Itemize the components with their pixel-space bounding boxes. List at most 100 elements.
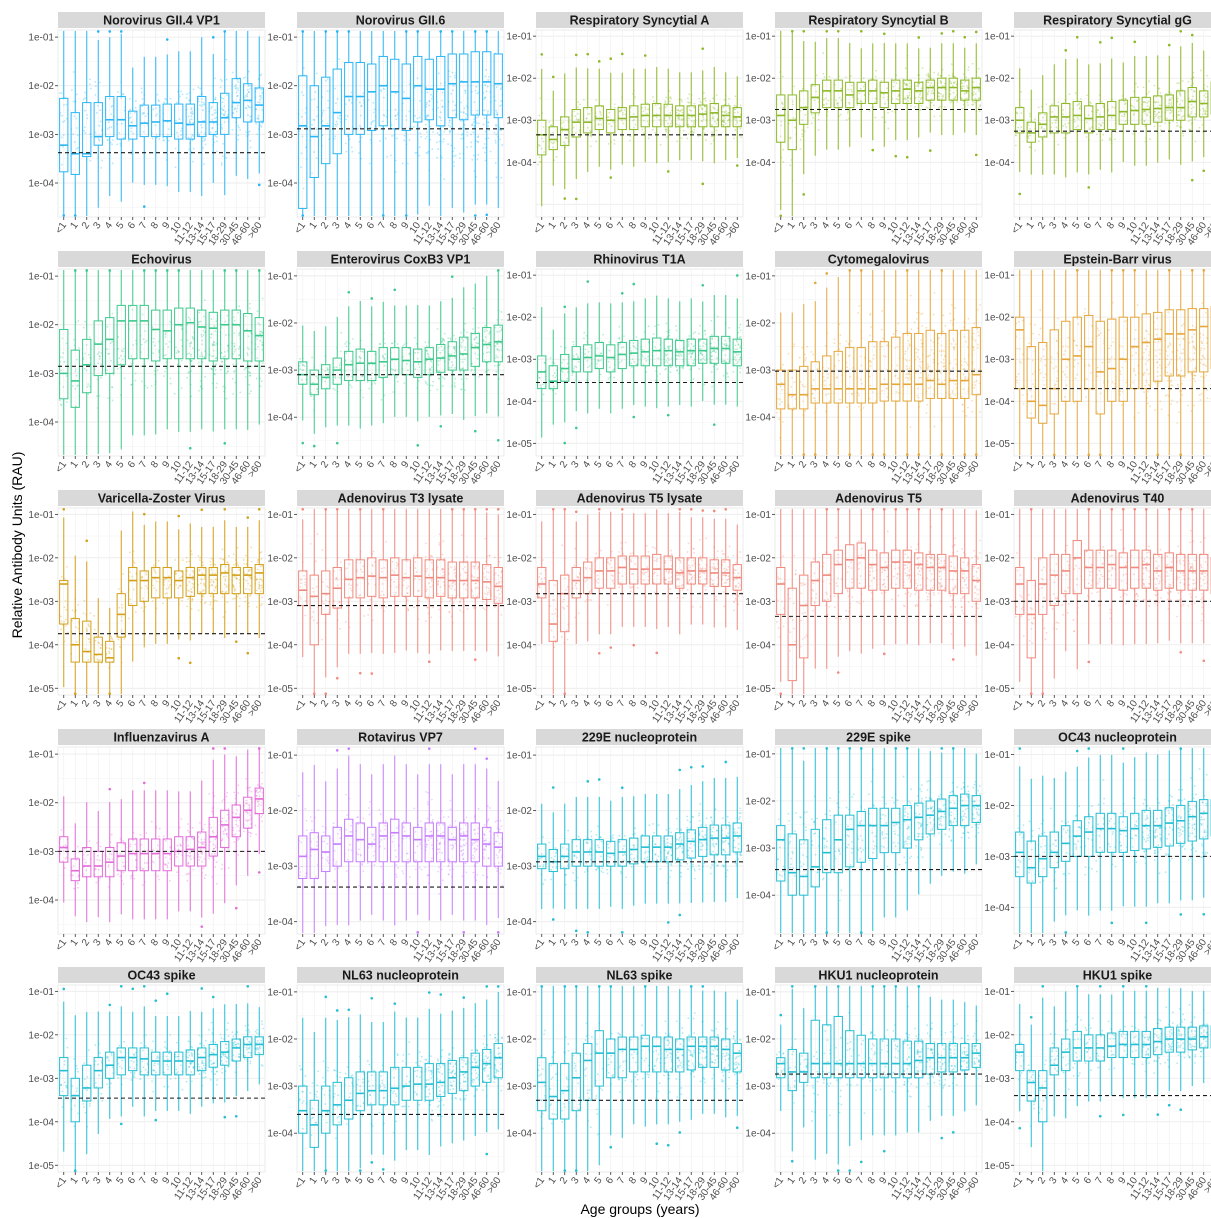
jitter-point [484,324,486,327]
outlier-point [574,197,578,201]
jitter-point [201,354,204,357]
jitter-point [405,119,408,121]
jitter-point [1027,134,1030,137]
jitter-point [128,97,131,100]
jitter-point [974,97,977,100]
jitter-point [612,358,615,360]
jitter-point [420,135,423,138]
jitter-point [1169,92,1172,95]
jitter-point [709,100,712,103]
jitter-point [590,135,593,138]
jitter-point [441,376,444,379]
jitter-point [881,116,884,119]
jitter-point [235,91,238,94]
panel-title: Norovirus GII.4 VP1 [103,14,220,28]
jitter-point [188,100,191,102]
jitter-point [735,354,738,356]
plot-area [774,29,983,218]
jitter-point [88,385,91,388]
jitter-point [311,356,313,359]
jitter-point [122,137,125,139]
jitter-point [86,114,88,116]
jitter-point [257,118,260,121]
jitter-point [164,354,167,356]
jitter-point [496,330,498,333]
jitter-point [344,103,347,106]
jitter-point [300,166,302,169]
jitter-point [179,95,181,98]
jitter-point [418,366,421,368]
jitter-point [442,138,445,141]
x-tick-label: >60 [724,220,743,241]
jitter-point [311,172,313,175]
jitter-point [202,137,205,139]
jitter-point [339,350,342,353]
jitter-point [121,358,124,361]
outlier-point [177,269,181,272]
jitter-point [72,71,75,73]
jitter-point [214,96,217,99]
jitter-point [715,364,718,366]
jitter-point [858,92,861,95]
jitter-point [781,388,783,391]
jitter-point [383,358,386,361]
jitter-point [654,325,656,328]
jitter-point [211,113,214,116]
jitter-point [448,119,451,122]
x-tick-label: <1 [54,220,70,236]
jitter-point [157,99,160,102]
jitter-point [474,352,477,355]
jitter-point [351,150,354,153]
jitter-point [647,325,650,328]
jitter-point [414,152,417,154]
jitter-point [666,353,669,356]
jitter-point [249,84,252,87]
jitter-point [101,159,104,162]
jitter-point [98,124,101,127]
jitter-point [129,112,132,115]
jitter-point [382,87,385,90]
jitter-point [710,370,713,373]
jitter-point [188,148,191,151]
jitter-point [395,118,398,121]
jitter-point [189,111,192,114]
iqr-box [59,97,69,173]
jitter-point [189,345,192,347]
jitter-point [151,137,154,140]
jitter-point [248,371,251,374]
jitter-point [1170,111,1173,114]
jitter-point [495,86,498,89]
jitter-point [461,132,464,135]
jitter-point [693,102,696,105]
jitter-point [930,101,933,104]
outlier-point [142,205,146,208]
jitter-point [226,370,229,373]
jitter-point [454,357,456,359]
jitter-point [339,118,341,120]
jitter-point [430,372,432,375]
jitter-point [362,92,365,95]
jitter-point [550,141,553,144]
jitter-point [874,116,877,119]
outlier-point [735,274,739,277]
jitter-point [498,138,501,141]
outlier-point [142,269,146,272]
jitter-point [257,101,259,104]
jitter-point [439,116,442,119]
jitter-point [933,71,935,74]
outlier-point [701,283,705,287]
jitter-point [383,364,386,367]
iqr-box [309,85,319,178]
jitter-point [846,112,849,114]
jitter-point [453,352,456,354]
jitter-point [652,100,655,102]
jitter-point [740,136,742,139]
jitter-point [216,140,218,143]
jitter-point [464,349,466,351]
jitter-point [255,377,258,380]
jitter-point [874,87,877,90]
jitter-point [891,110,894,113]
jitter-point [794,126,797,129]
jitter-point [668,329,671,332]
jitter-point [555,155,558,158]
